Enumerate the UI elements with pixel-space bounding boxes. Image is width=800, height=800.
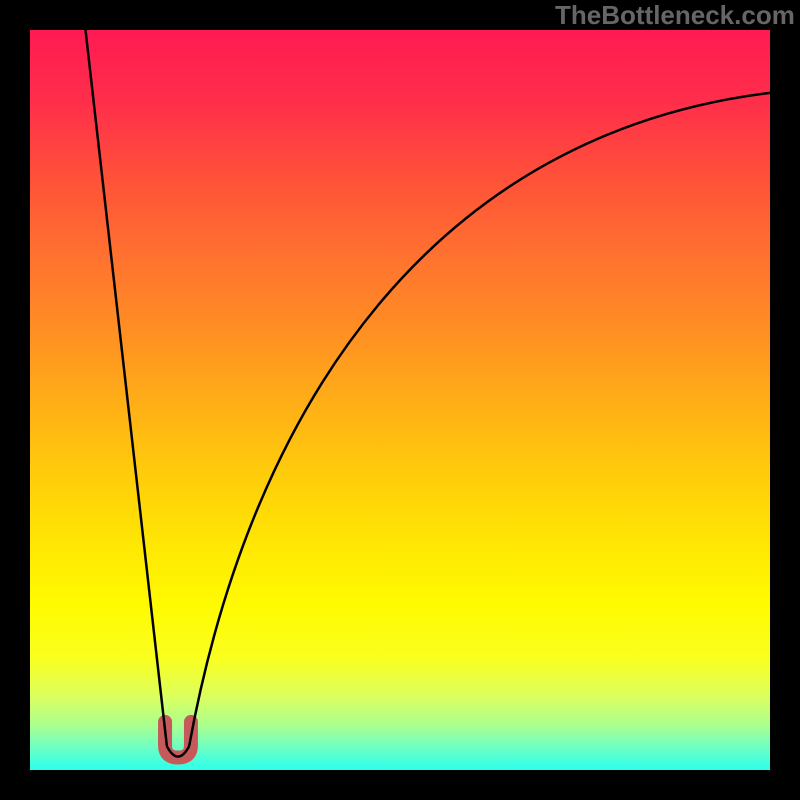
curve-right-branch bbox=[189, 93, 770, 746]
chart-frame: TheBottleneck.com bbox=[0, 0, 800, 800]
curve-layer bbox=[30, 30, 770, 770]
border-bottom bbox=[0, 770, 800, 800]
plot-area bbox=[30, 30, 770, 770]
watermark-text: TheBottleneck.com bbox=[555, 0, 795, 31]
border-left bbox=[0, 0, 30, 800]
optimal-marker bbox=[165, 722, 191, 758]
curve-left-branch bbox=[86, 30, 167, 746]
border-right bbox=[770, 0, 800, 800]
